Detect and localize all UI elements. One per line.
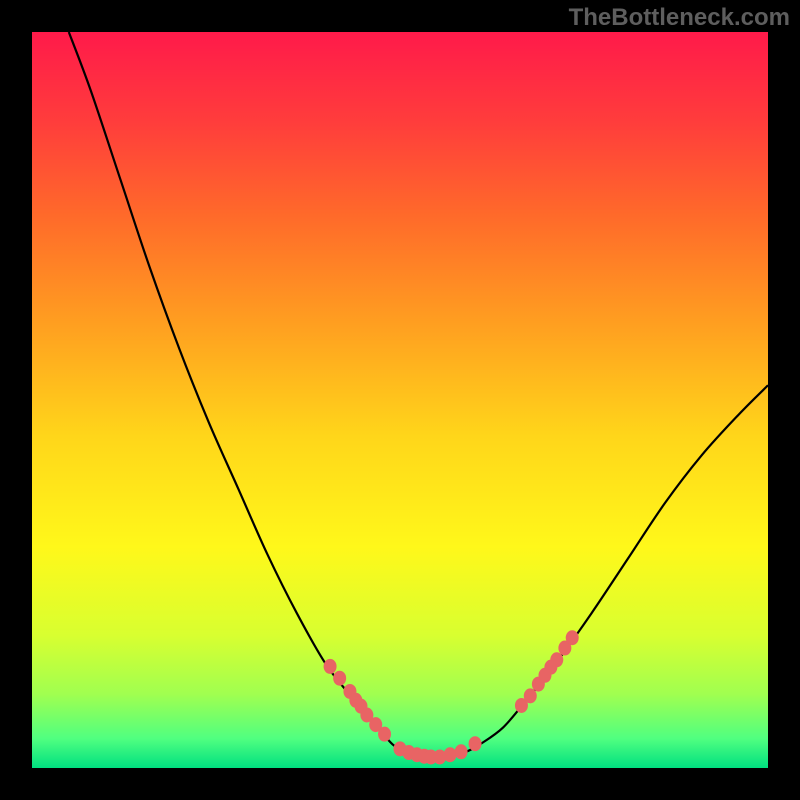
chart-container: TheBottleneck.com	[0, 0, 800, 800]
curve-marker	[324, 659, 337, 674]
curve-marker	[469, 736, 482, 751]
curve-marker	[455, 744, 468, 759]
watermark-text: TheBottleneck.com	[569, 4, 790, 32]
curve-marker	[524, 688, 537, 703]
plot-background	[32, 32, 768, 768]
bottleneck-chart	[0, 0, 800, 800]
curve-marker	[550, 652, 563, 667]
curve-marker	[333, 671, 346, 686]
curve-marker	[378, 727, 391, 742]
curve-marker	[566, 630, 579, 645]
curve-marker	[444, 747, 457, 762]
